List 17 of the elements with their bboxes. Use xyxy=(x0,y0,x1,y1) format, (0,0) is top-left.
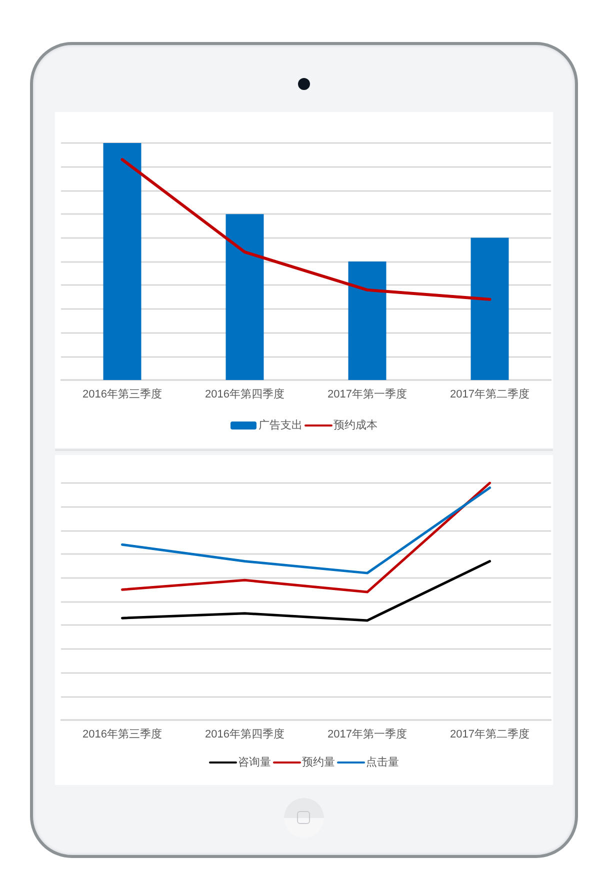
x-tick-label: 2017年第二季度 xyxy=(450,388,530,400)
x-tick-label: 2016年第四季度 xyxy=(205,728,284,740)
bar xyxy=(103,143,142,380)
legend-label: 咨询量 xyxy=(238,756,271,768)
bar xyxy=(348,262,386,380)
bar xyxy=(470,238,509,380)
legend-label: 预约量 xyxy=(302,756,335,768)
legend-label: 广告支出 xyxy=(258,418,302,432)
x-tick-label: 2016年第三季度 xyxy=(82,728,162,740)
x-tick-label: 2017年第二季度 xyxy=(450,728,530,740)
x-tick-label: 2016年第四季度 xyxy=(205,388,284,400)
x-tick-label: 2017年第一季度 xyxy=(328,388,407,400)
x-tick-label: 2016年第三季度 xyxy=(82,388,162,400)
bar xyxy=(226,214,264,380)
legend-label: 预约成本 xyxy=(334,418,378,432)
legend-label: 点击量 xyxy=(366,756,399,768)
x-tick-label: 2017年第一季度 xyxy=(328,728,407,740)
